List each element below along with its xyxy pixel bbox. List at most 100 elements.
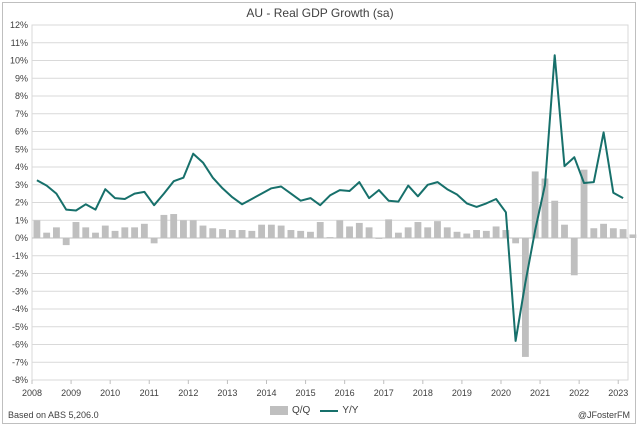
bar-qq	[258, 224, 266, 238]
bar-qq	[248, 230, 256, 238]
bar-qq	[473, 230, 480, 238]
bar-qq	[570, 238, 578, 276]
bar-qq	[521, 238, 529, 357]
x-tick-label: 2022	[569, 388, 589, 398]
bar-qq	[463, 233, 471, 238]
bar-qq	[92, 232, 99, 238]
bar-qq	[53, 227, 60, 238]
bar-qq	[189, 220, 197, 238]
bar-qq	[33, 220, 41, 238]
bar-qq	[170, 214, 178, 238]
legend: Q/Q Y/Y	[270, 405, 358, 416]
x-tick-label: 2021	[530, 388, 550, 398]
y-tick-label: 3%	[15, 180, 28, 190]
bar-qq	[453, 231, 461, 238]
x-tick-label: 2019	[452, 388, 472, 398]
bar-qq	[160, 214, 168, 238]
legend-item-yy: Y/Y	[320, 405, 358, 416]
x-tick-label: 2010	[100, 388, 120, 398]
legend-swatch-bar	[270, 406, 288, 415]
bar-qq	[140, 223, 148, 238]
bar-qq	[267, 224, 275, 238]
y-tick-label: 10%	[10, 56, 28, 66]
bar-qq	[219, 229, 226, 238]
legend-swatch-line	[320, 409, 339, 412]
x-tick-label: 2011	[140, 388, 159, 398]
chart-border	[2, 2, 636, 424]
y-tick-label: 4%	[15, 162, 28, 172]
legend-item-qq: Q/Q	[270, 405, 310, 416]
bar-qq	[580, 169, 588, 238]
y-tick-label: 1%	[15, 215, 28, 225]
y-tick-label: 0%	[15, 233, 28, 243]
bar-qq	[62, 238, 70, 246]
bar-qq	[551, 200, 559, 238]
bar-qq	[238, 230, 246, 238]
bar-qq	[209, 228, 217, 238]
y-tick-label: -2%	[12, 269, 28, 279]
plot-border	[31, 24, 629, 381]
y-tick-label: 5%	[15, 144, 28, 154]
bar-qq	[150, 238, 158, 244]
bar-qq	[228, 230, 236, 238]
bar-qq	[199, 225, 207, 238]
x-tick-label: 2009	[61, 388, 81, 398]
bar-qq	[414, 222, 422, 238]
bar-qq	[111, 230, 119, 238]
y-tick-label: -8%	[12, 375, 28, 385]
bar-qq	[531, 171, 539, 238]
bar-qq	[394, 232, 402, 238]
bar-qq	[101, 225, 109, 238]
y-tick-label: -4%	[12, 304, 28, 314]
x-tick-label: 2016	[335, 388, 355, 398]
author-handle: @JFosterFM	[577, 410, 630, 420]
y-tick-label: -1%	[12, 251, 28, 261]
y-tick-label: 6%	[15, 127, 28, 137]
bar-qq	[355, 222, 363, 238]
x-tick-label: 2012	[178, 388, 198, 398]
x-tick-label: 2014	[256, 388, 276, 398]
bar-qq	[609, 228, 617, 238]
y-tick-label: -5%	[12, 322, 28, 332]
bar-qq	[424, 227, 432, 238]
legend-label-qq: Q/Q	[292, 405, 311, 416]
bar-qq	[307, 231, 314, 238]
bar-qq	[297, 230, 305, 238]
legend-label-yy: Y/Y	[342, 405, 359, 416]
bar-qq	[277, 225, 285, 238]
bar-qq	[287, 230, 295, 238]
bar-qq	[590, 228, 598, 238]
y-tick-label: 9%	[15, 73, 28, 83]
bar-qq	[43, 232, 51, 238]
bar-qq	[121, 227, 129, 238]
bar-qq	[492, 226, 500, 238]
bar-qq	[600, 223, 607, 238]
bar-qq	[316, 222, 324, 238]
chart-title: AU - Real GDP Growth (sa)	[246, 6, 394, 20]
x-tick-label: 2017	[374, 388, 394, 398]
y-tick-label: -7%	[12, 357, 28, 367]
y-tick-label: 11%	[11, 38, 28, 48]
x-tick-label: 2020	[491, 388, 511, 398]
bar-qq	[434, 221, 441, 238]
bar-qq	[404, 227, 412, 238]
bar-qq	[365, 227, 373, 238]
y-tick-label: 7%	[15, 109, 28, 119]
bar-qq	[541, 178, 549, 238]
series-line-yy	[36, 54, 624, 342]
bar-qq	[131, 227, 139, 238]
bar-qq	[502, 230, 510, 238]
bar-qq	[619, 229, 627, 238]
source-note: Based on ABS 5,206.0	[8, 410, 99, 420]
x-tick-label: 2013	[217, 388, 237, 398]
y-tick-label: 8%	[15, 91, 28, 101]
bar-qq	[561, 224, 568, 238]
bar-qq	[82, 227, 90, 238]
x-tick-label: 2023	[608, 388, 628, 398]
bar-qq	[629, 234, 637, 238]
y-tick-label: 2%	[15, 198, 28, 208]
y-tick-label: 12%	[10, 20, 28, 30]
x-tick-label: 2008	[22, 388, 42, 398]
